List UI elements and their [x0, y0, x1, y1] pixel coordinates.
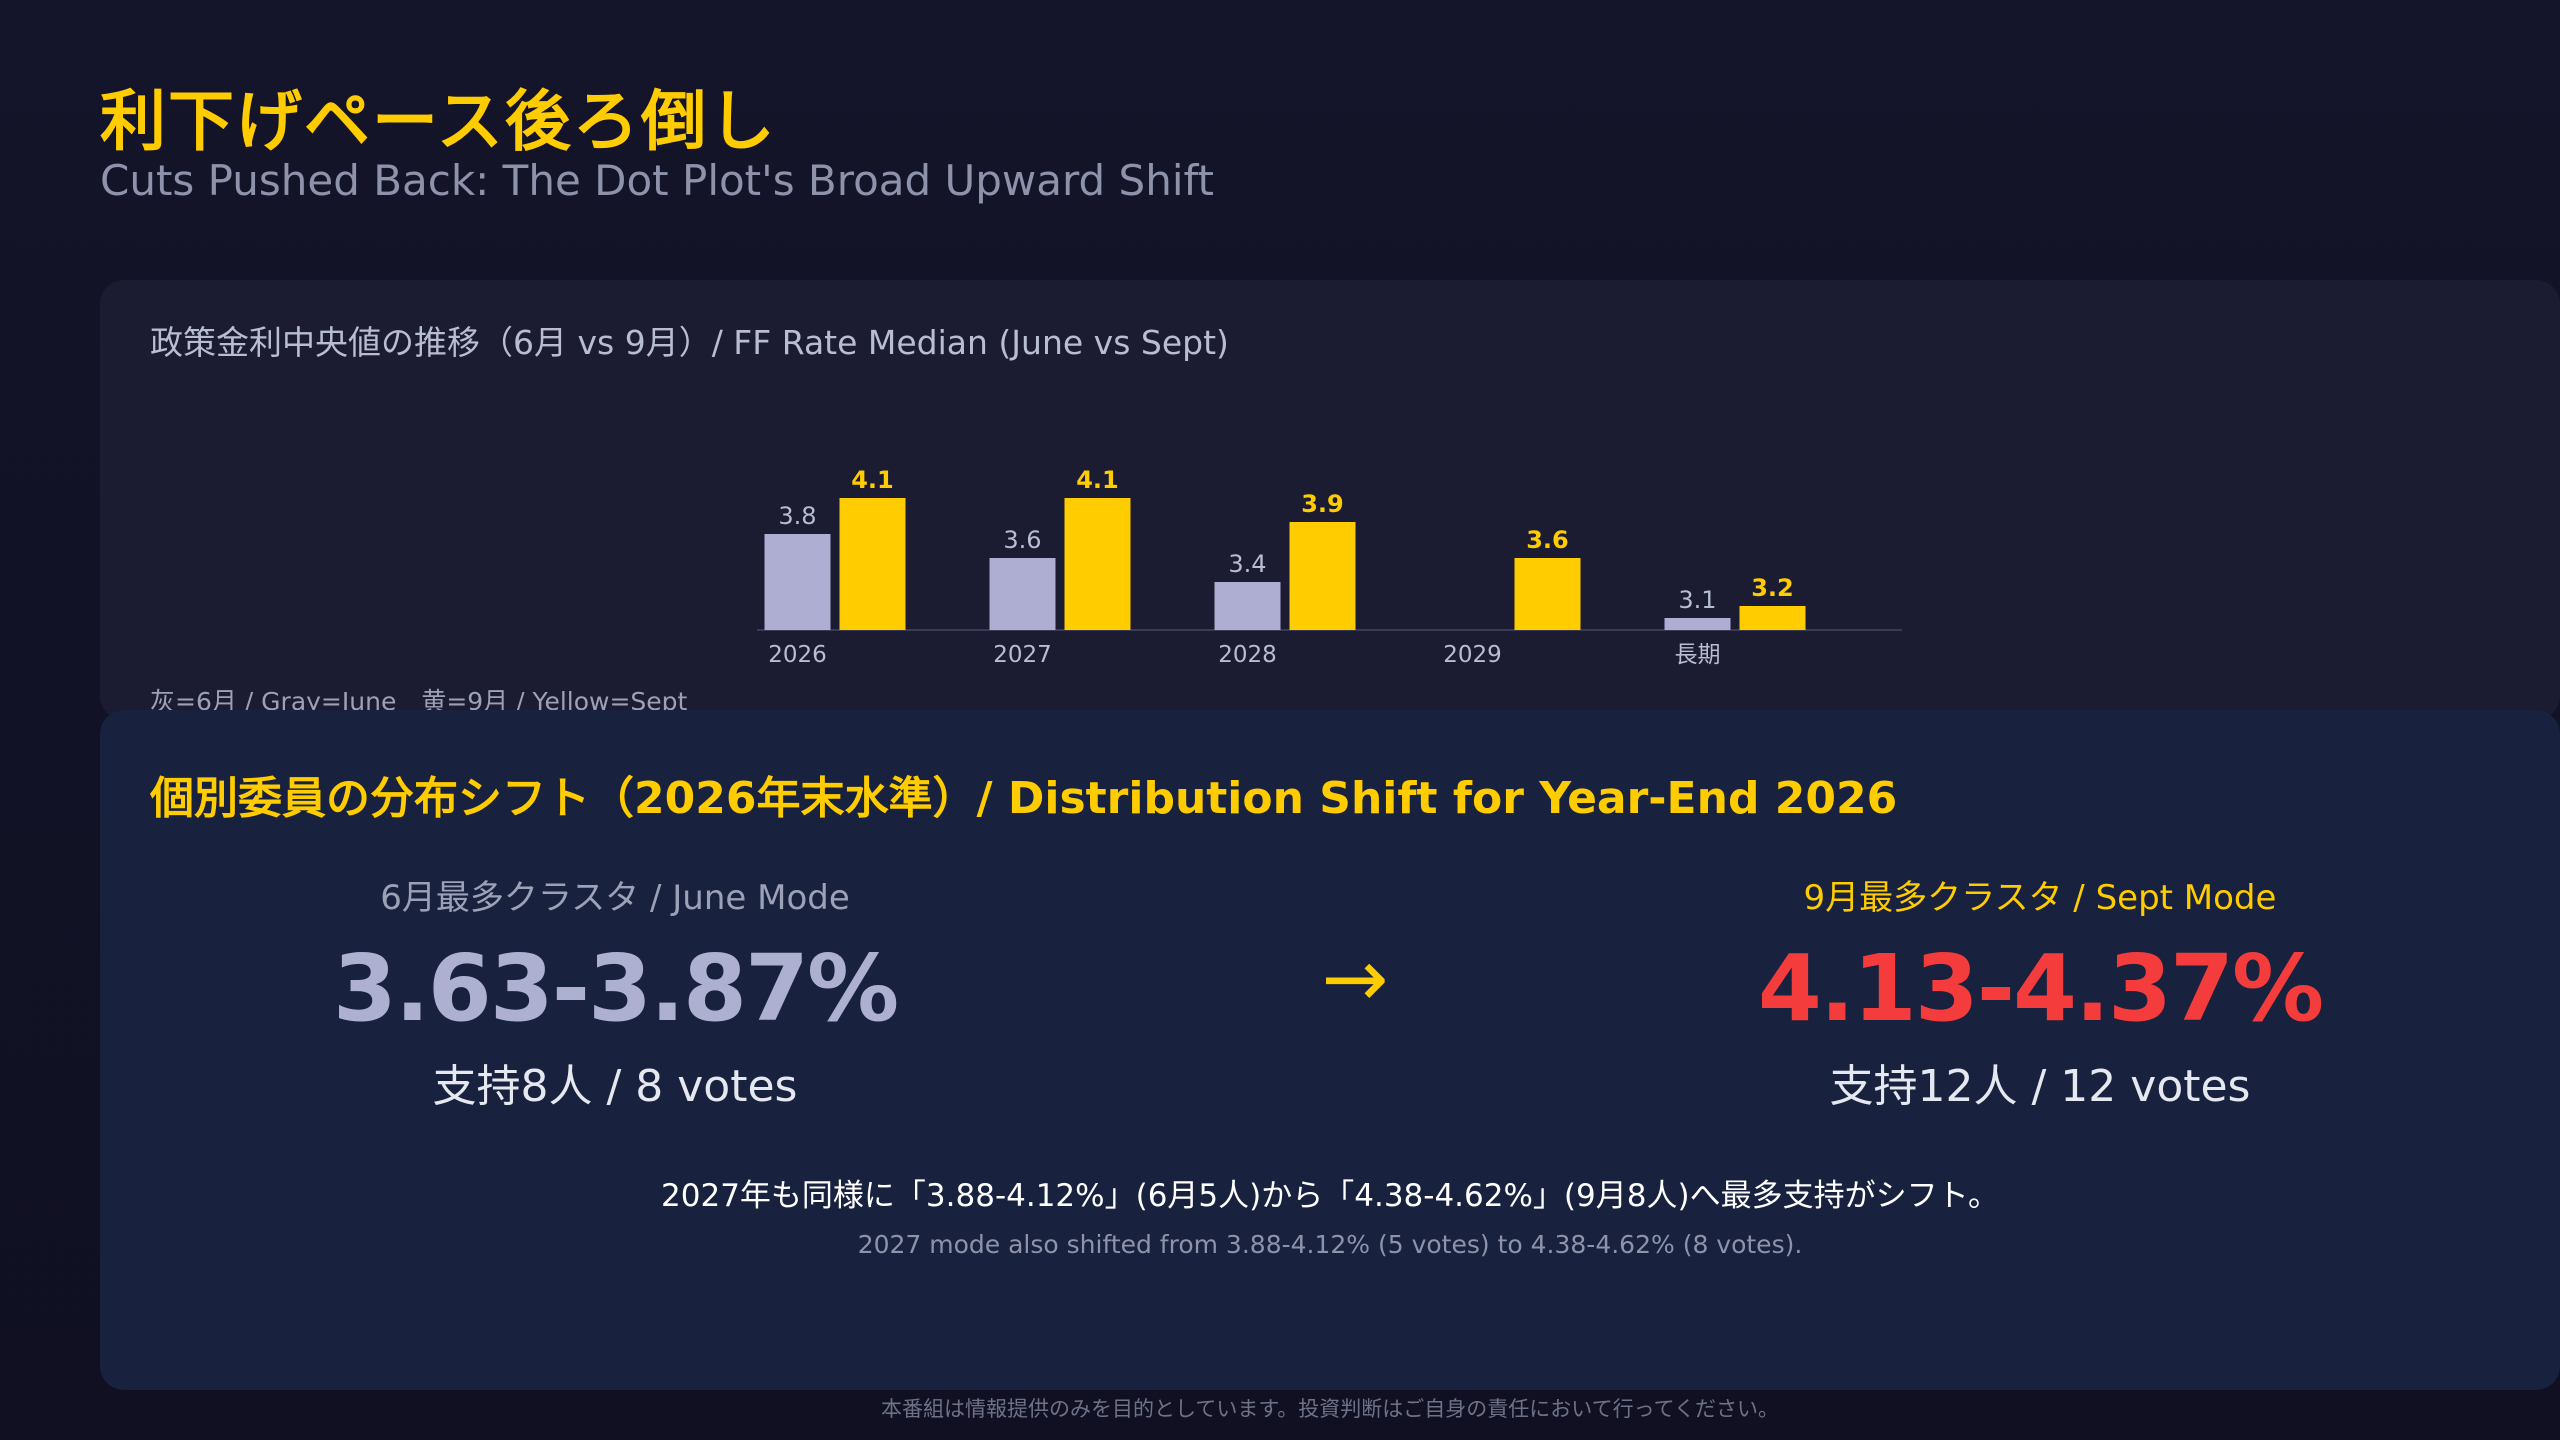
bar-value-label: 3.2 [1751, 574, 1794, 602]
bar-2026-s0 [764, 534, 831, 630]
bar-value-label: 3.6 [1526, 526, 1569, 554]
bar-value-label: 3.8 [778, 502, 816, 530]
june-mode-label: 6月最多クラスタ / June Mode [380, 878, 850, 918]
shift-note-english: 2027 mode also shifted from 3.88-4.12% (… [857, 1230, 1803, 1259]
june-mode-votes: 支持8人 / 8 votes [432, 1061, 798, 1112]
distribution-title: 個別委員の分布シフト（2026年末水準）/ Distribution Shift… [150, 773, 1898, 824]
bar-長期-s0 [1664, 618, 1731, 630]
bar-2029-s1 [1514, 558, 1581, 630]
x-tick-label: 2029 [1443, 642, 1502, 668]
bar-value-label: 3.9 [1301, 490, 1344, 518]
rate-median-chart: 3.8 4.1 2026 3.6 4.1 2027 3.4 3.9 2028 3.6 2029 3.1… [757, 466, 1902, 668]
x-tick-label: 長期 [1675, 642, 1721, 668]
shift-note: 2027年も同様に「3.88-4.12%」(6月5人)から「4.38-4.62%… [661, 1178, 1999, 1214]
bar-2027-s1 [1064, 498, 1131, 630]
bar-value-label: 3.4 [1228, 550, 1266, 578]
page-subtitle: Cuts Pushed Back: The Dot Plot's Broad U… [100, 156, 1215, 205]
bar-2028-s0 [1214, 582, 1281, 630]
distribution-card: 個別委員の分布シフト（2026年末水準）/ Distribution Shift… [100, 710, 2560, 1390]
bar-2028-s1 [1289, 522, 1356, 630]
x-tick-label: 2027 [993, 642, 1052, 668]
x-tick-label: 2028 [1218, 642, 1277, 668]
disclaimer: 本番組は情報提供のみを目的としています。投資判断はご自身の責任において行ってくだ… [881, 1397, 1779, 1421]
x-tick-label: 2026 [768, 642, 827, 668]
june-mode-value: 3.63-3.87% [332, 935, 899, 1042]
rate-median-card: 政策金利中央値の推移（6月 vs 9月）/ FF Rate Median (Ju… [100, 280, 2560, 720]
bar-value-label: 3.6 [1003, 526, 1041, 554]
bar-2026-s1 [839, 498, 906, 630]
bar-value-label: 4.1 [1076, 466, 1119, 494]
page-title: 利下げペース後ろ倒し [100, 83, 777, 160]
bar-長期-s1 [1739, 606, 1806, 630]
sept-mode-votes: 支持12人 / 12 votes [1829, 1061, 2251, 1112]
bar-value-label: 4.1 [851, 466, 894, 494]
sept-mode-label: 9月最多クラスタ / Sept Mode [1803, 878, 2277, 918]
chart-title: 政策金利中央値の推移（6月 vs 9月）/ FF Rate Median (Ju… [150, 323, 1229, 362]
bar-value-label: 3.1 [1678, 586, 1716, 614]
shift-arrow-icon: → [1321, 932, 1389, 1025]
sept-mode-value: 4.13-4.37% [1757, 935, 2324, 1042]
bar-2027-s0 [989, 558, 1056, 630]
